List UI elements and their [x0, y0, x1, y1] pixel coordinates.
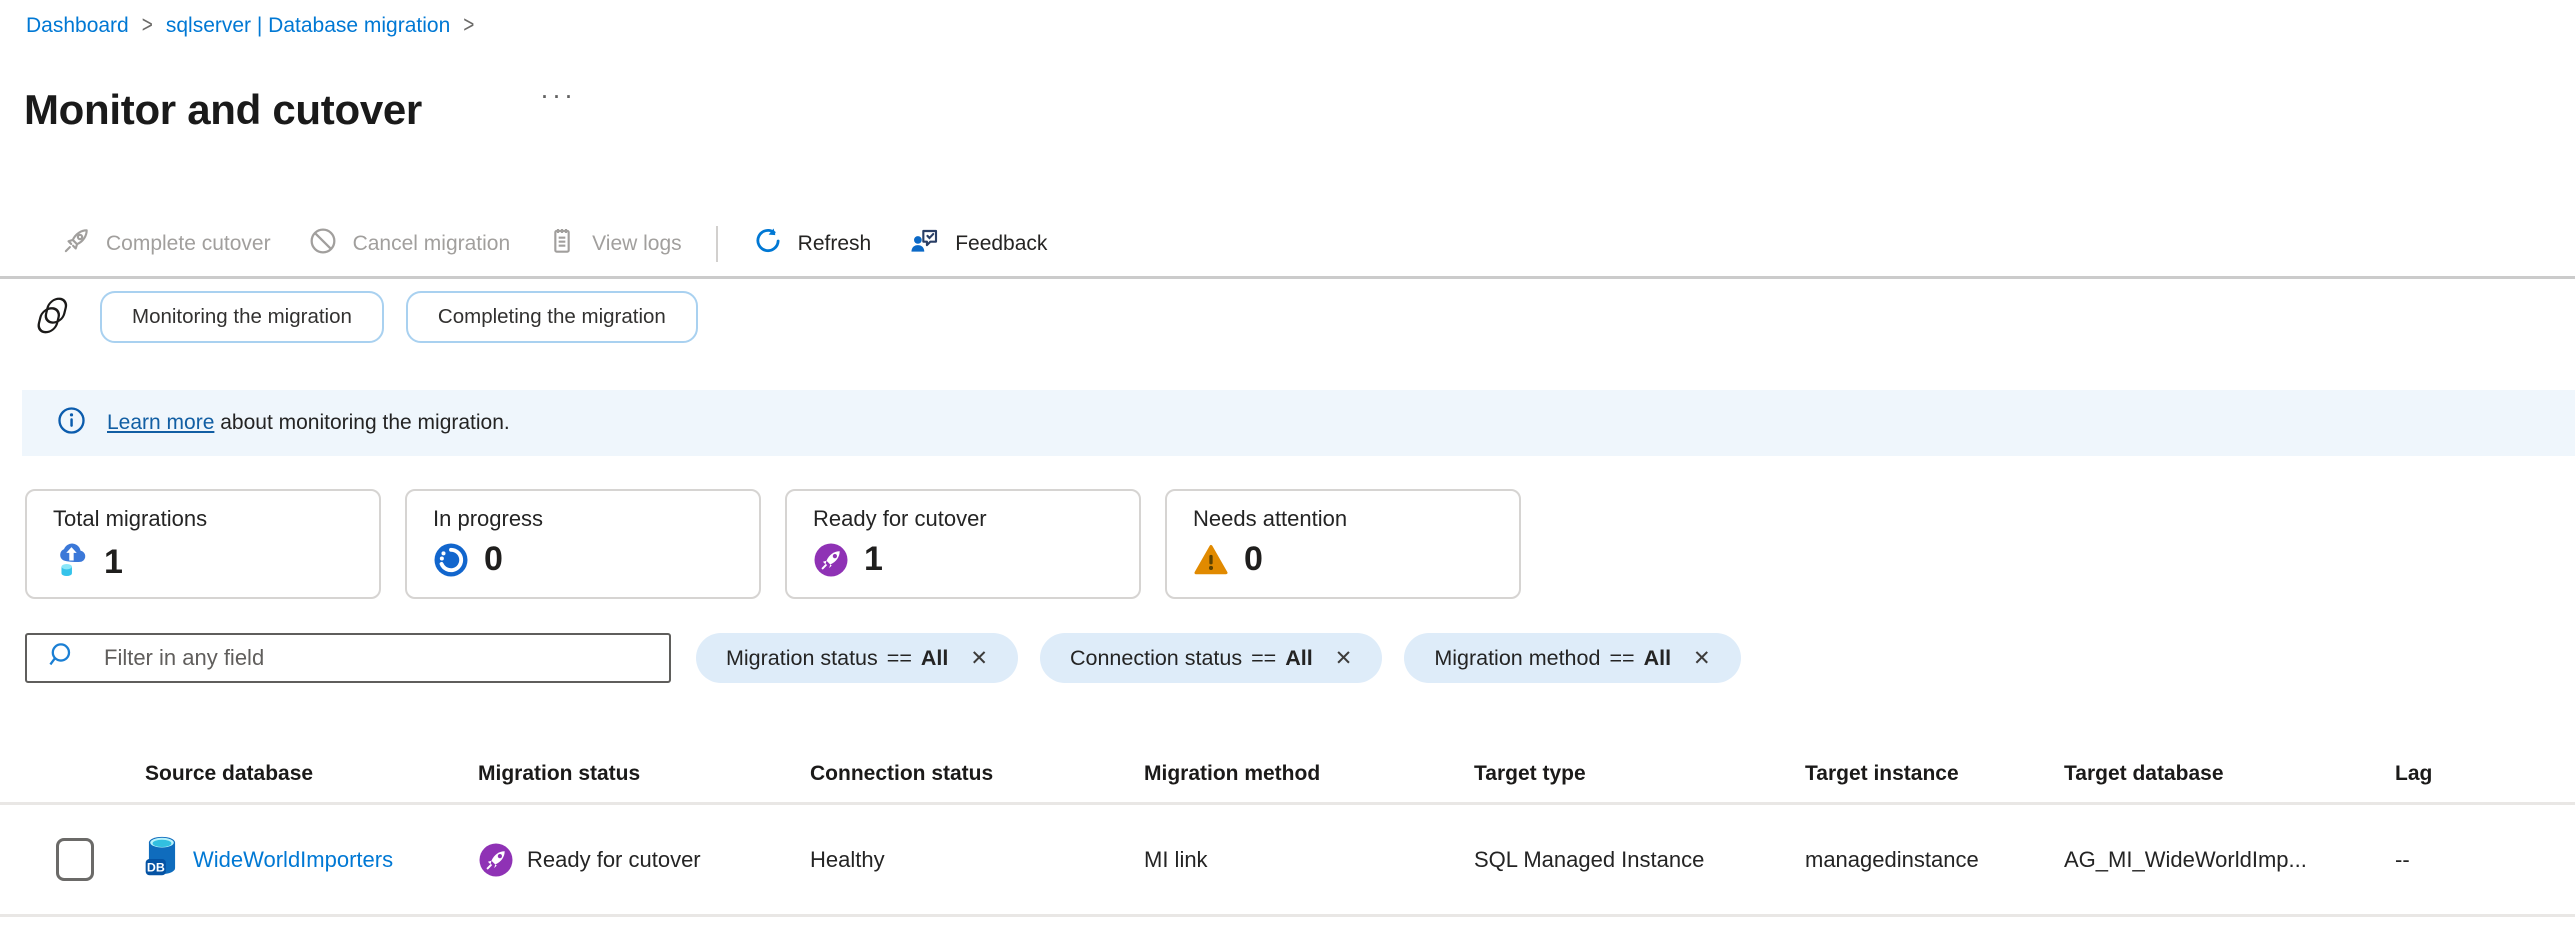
toolbar-divider — [0, 276, 2575, 279]
cancel-migration-label: Cancel migration — [352, 232, 511, 255]
chevron-right-icon: > — [463, 12, 475, 39]
chevron-right-icon: > — [141, 12, 153, 39]
tab-completing-the-migration[interactable]: Completing the migration — [405, 291, 698, 343]
pill-operator: == — [1609, 645, 1635, 670]
cloud-migrate-icon — [53, 540, 89, 585]
stat-cards: Total migrations 1 In progress — [25, 489, 1521, 599]
card-value: 0 — [1244, 540, 1263, 578]
table-row: DB WideWorldImporters Ready for cutover … — [0, 805, 2575, 917]
copilot-suggestions-row: Monitoring the migration Completing the … — [30, 291, 698, 343]
filter-input[interactable] — [102, 644, 669, 672]
breadcrumb-link-database-migration[interactable]: sqlserver | Database migration — [165, 14, 451, 37]
info-banner: Learn more about monitoring the migratio… — [22, 390, 2575, 456]
complete-cutover-label: Complete cutover — [106, 232, 271, 255]
tab-monitoring-the-migration[interactable]: Monitoring the migration — [100, 291, 384, 343]
card-ready-for-cutover[interactable]: Ready for cutover 1 — [785, 489, 1141, 599]
filter-pill-connection-status[interactable]: Connection status == All ✕ — [1039, 633, 1383, 683]
source-database-link[interactable]: WideWorldImporters — [193, 846, 394, 872]
info-banner-text: about monitoring the migration. — [220, 411, 510, 434]
refresh-label: Refresh — [797, 232, 872, 255]
close-icon[interactable]: ✕ — [970, 646, 988, 670]
lag-value: -- — [2395, 846, 2410, 872]
copilot-icon — [30, 293, 72, 342]
filter-pills: Migration status == All ✕ Connection sta… — [696, 633, 1741, 683]
ready-for-cutover-icon — [478, 842, 514, 878]
pill-operator: == — [1251, 645, 1277, 670]
pill-value: All — [1643, 645, 1672, 670]
view-logs-button[interactable]: View logs — [528, 217, 700, 271]
breadcrumb: Dashboard > sqlserver | Database migrati… — [26, 12, 475, 39]
refresh-button[interactable]: Refresh — [734, 217, 890, 271]
filter-pill-migration-method[interactable]: Migration method == All ✕ — [1404, 633, 1741, 683]
target-database-value: AG_MI_WideWorldImp... — [2064, 846, 2307, 872]
col-lag[interactable]: Lag — [2395, 761, 2433, 785]
connection-status-value: Healthy — [810, 846, 885, 872]
cancel-icon — [307, 225, 339, 263]
pill-field: Migration method — [1434, 645, 1601, 670]
pill-value: All — [1285, 645, 1313, 670]
card-in-progress[interactable]: In progress 0 — [405, 489, 761, 599]
view-logs-label: View logs — [592, 232, 682, 255]
migration-method-value: MI link — [1144, 846, 1208, 872]
feedback-icon — [907, 225, 941, 263]
view-logs-icon — [546, 225, 578, 263]
card-value: 1 — [104, 543, 123, 581]
card-label: Total migrations — [53, 506, 208, 531]
col-target-type[interactable]: Target type — [1474, 761, 1586, 785]
card-value: 0 — [484, 540, 503, 578]
search-icon — [47, 641, 76, 675]
more-menu-icon[interactable]: ··· — [540, 80, 576, 110]
filter-search-box — [25, 633, 671, 683]
pill-operator: == — [886, 645, 912, 670]
row-checkbox[interactable] — [56, 838, 94, 881]
pill-value: All — [920, 645, 949, 670]
migration-status-value: Ready for cutover — [527, 846, 701, 872]
refresh-icon — [752, 225, 784, 263]
toolbar-separator — [715, 226, 718, 262]
cancel-migration-button[interactable]: Cancel migration — [289, 217, 529, 271]
rocket-icon — [60, 225, 92, 263]
close-icon[interactable]: ✕ — [1693, 646, 1711, 670]
breadcrumb-link-dashboard[interactable]: Dashboard — [26, 14, 129, 37]
card-total-migrations[interactable]: Total migrations 1 — [25, 489, 381, 599]
col-migration-status[interactable]: Migration status — [478, 761, 641, 785]
card-label: Needs attention — [1193, 506, 1348, 531]
card-value: 1 — [864, 540, 883, 578]
col-connection-status[interactable]: Connection status — [810, 761, 994, 785]
target-type-value: SQL Managed Instance — [1474, 846, 1705, 872]
card-label: Ready for cutover — [813, 506, 987, 531]
rocket-badge-icon — [813, 542, 849, 578]
learn-more-link[interactable]: Learn more — [107, 411, 215, 434]
table-header-row: Source database Migration status Connect… — [0, 745, 2575, 805]
pill-field: Migration status — [726, 645, 878, 670]
filter-pill-migration-status[interactable]: Migration status == All ✕ — [696, 633, 1018, 683]
pill-field: Connection status — [1069, 645, 1243, 670]
warning-icon — [1193, 542, 1229, 578]
target-instance-value: managedinstance — [1805, 846, 1979, 872]
page-title: Monitor and cutover — [24, 86, 422, 134]
sql-database-icon: DB — [145, 836, 179, 884]
col-source-database[interactable]: Source database — [145, 761, 314, 785]
feedback-button[interactable]: Feedback — [889, 217, 1065, 271]
close-icon[interactable]: ✕ — [1334, 646, 1353, 670]
sync-progress-icon — [433, 542, 469, 578]
info-icon — [56, 405, 87, 442]
complete-cutover-button[interactable]: Complete cutover — [42, 217, 289, 271]
card-needs-attention[interactable]: Needs attention 0 — [1165, 489, 1521, 599]
card-label: In progress — [433, 506, 544, 531]
svg-text:DB: DB — [147, 860, 165, 874]
col-target-database[interactable]: Target database — [2064, 761, 2224, 785]
col-migration-method[interactable]: Migration method — [1144, 761, 1321, 785]
migrations-table: Source database Migration status Connect… — [0, 745, 2575, 917]
command-bar: Complete cutover Cancel migration View l… — [42, 218, 1065, 270]
col-target-instance[interactable]: Target instance — [1805, 761, 1959, 785]
feedback-label: Feedback — [955, 232, 1048, 255]
